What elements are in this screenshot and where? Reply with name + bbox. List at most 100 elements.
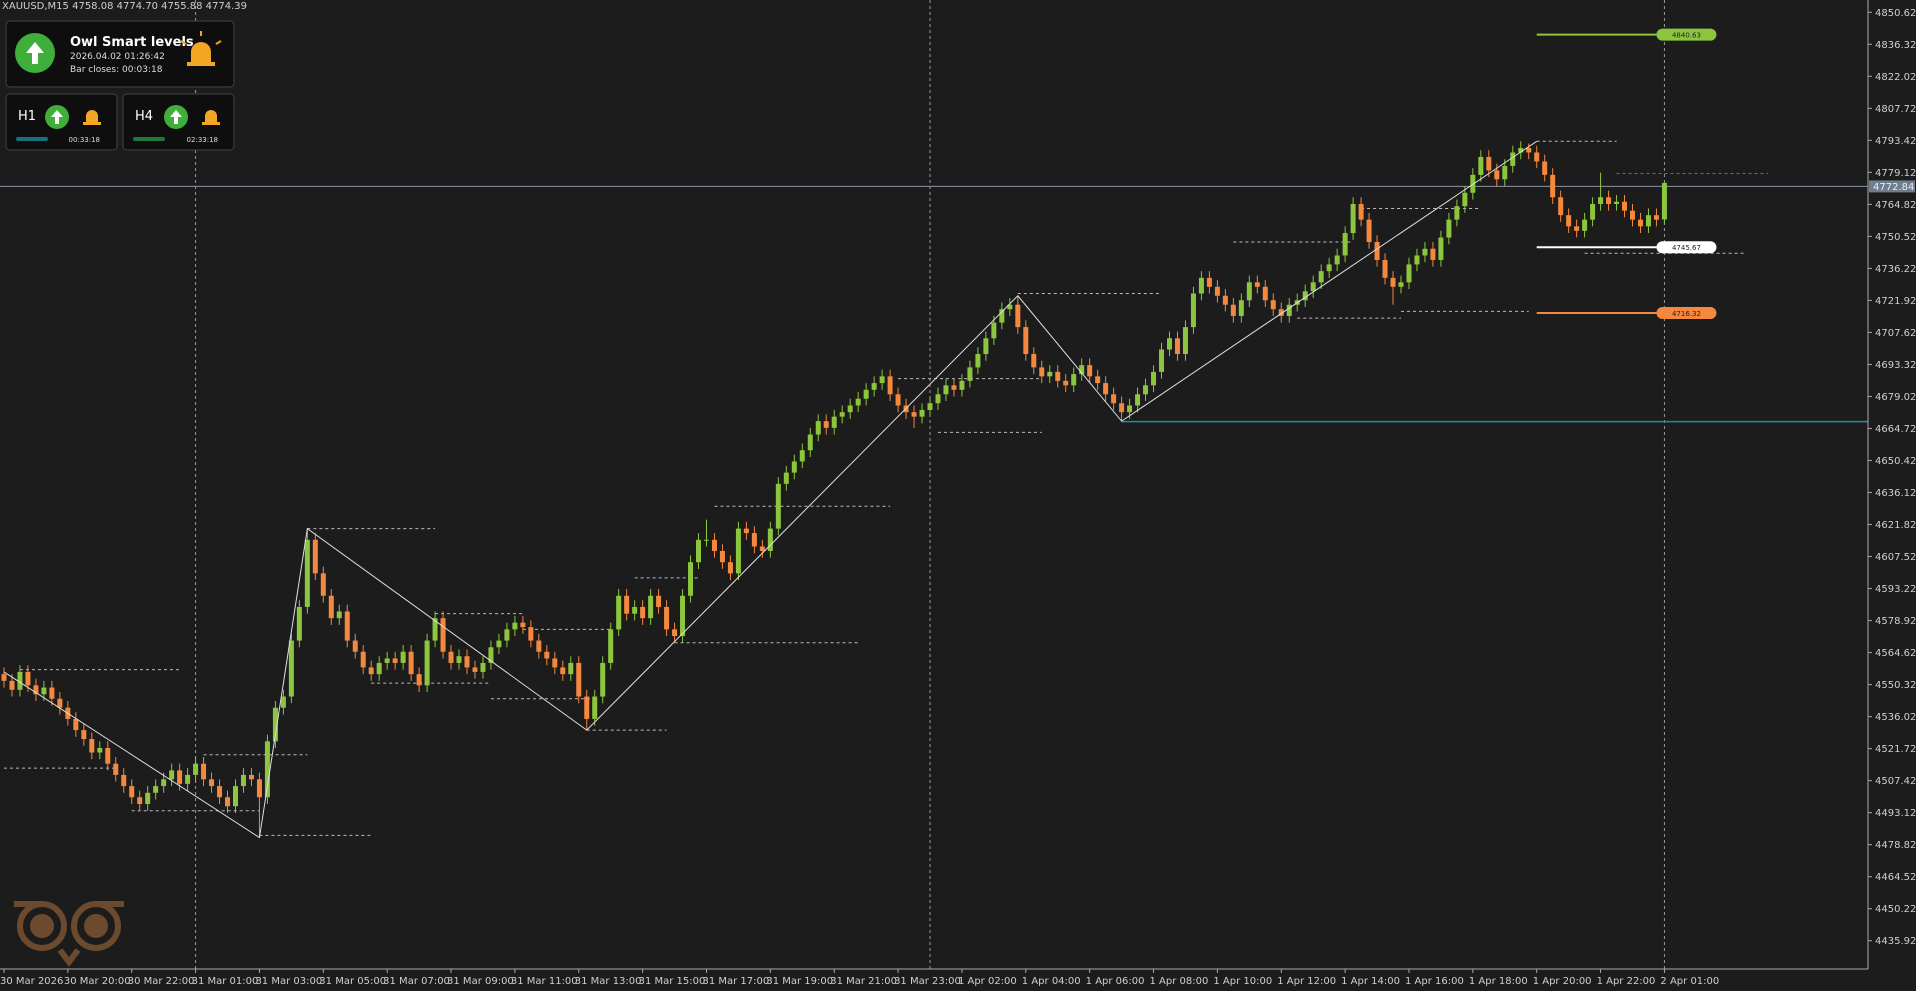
candle-body — [137, 797, 143, 804]
candle-body — [759, 546, 765, 551]
candle-body — [1071, 374, 1077, 386]
alarm-icon — [83, 110, 101, 125]
candle-body — [879, 376, 885, 384]
candle-body — [360, 651, 366, 668]
tf-label: H1 — [18, 109, 36, 124]
candle-body — [895, 394, 901, 406]
candle-body — [49, 687, 55, 699]
candle-body — [352, 640, 358, 652]
candle-body — [1302, 291, 1308, 301]
candle-body — [1190, 293, 1196, 328]
candle-body — [17, 671, 23, 690]
x-tick-label: 1 Apr 20:00 — [1533, 976, 1592, 987]
candle-body — [528, 627, 534, 641]
level-pill — [1656, 306, 1717, 319]
tf-panel-h1: H1 00:33:18 — [5, 93, 118, 151]
candle-body — [1103, 383, 1109, 395]
candle-body — [1198, 277, 1204, 294]
candle-body — [1278, 309, 1284, 316]
candle-body — [743, 528, 749, 534]
candle-body — [1622, 201, 1628, 211]
candle-body — [1582, 219, 1588, 231]
candle-body — [1214, 286, 1220, 296]
candle-body — [1558, 197, 1564, 216]
candle-body — [1023, 327, 1029, 354]
y-tick-label: 4793.42 — [1875, 136, 1916, 147]
y-tick-label: 4507.42 — [1875, 776, 1916, 787]
y-tick-label: 4693.32 — [1875, 360, 1916, 371]
candle-body — [448, 651, 454, 663]
candle-body — [839, 412, 845, 417]
candle-body — [799, 450, 805, 462]
candle-body — [113, 763, 119, 775]
candle-body — [1159, 349, 1165, 372]
candle-body — [1342, 233, 1348, 256]
x-tick-label: 31 Mar 01:00 — [192, 976, 259, 987]
candle-body — [1326, 264, 1332, 272]
candle-body — [624, 595, 630, 614]
x-tick-label: 31 Mar 07:00 — [383, 976, 450, 987]
candle-body — [648, 595, 654, 619]
candle-body — [9, 680, 15, 690]
candle-body — [1007, 304, 1013, 310]
x-tick-label: 1 Apr 18:00 — [1469, 976, 1528, 987]
candle-body — [1446, 219, 1452, 238]
x-tick-label: 1 Apr 04:00 — [1022, 976, 1081, 987]
candle-body — [89, 739, 95, 753]
candle-body — [1286, 304, 1292, 316]
candle-body — [1598, 197, 1604, 204]
x-tick-label: 31 Mar 23:00 — [894, 976, 961, 987]
candle-body — [1, 674, 7, 681]
candle-body — [600, 662, 606, 697]
candle-body — [41, 687, 47, 695]
candle-body — [1254, 282, 1260, 287]
candle-body — [328, 595, 334, 619]
candle-body — [1135, 394, 1141, 406]
candle-body — [552, 658, 558, 668]
candle-body — [1031, 353, 1037, 368]
candle-body — [400, 651, 406, 663]
up-arrow — [26, 42, 44, 64]
candle-body — [304, 539, 310, 607]
candle-body — [1382, 259, 1388, 278]
candle-body — [1406, 264, 1412, 283]
y-tick-label: 4464.52 — [1875, 872, 1916, 883]
y-tick-label: 4536.02 — [1875, 712, 1916, 723]
candle-body — [161, 779, 167, 787]
x-tick-label: 1 Apr 22:00 — [1597, 976, 1656, 987]
x-tick-label: 31 Mar 03:00 — [255, 976, 322, 987]
x-tick-label: 31 Mar 21:00 — [830, 976, 897, 987]
x-tick-label: 1 Apr 06:00 — [1086, 976, 1145, 987]
candle-body — [57, 698, 63, 708]
y-tick-label: 4664.72 — [1875, 424, 1916, 435]
y-tick-label: 4822.02 — [1875, 72, 1916, 83]
candle-body — [823, 421, 829, 428]
candle-body — [1478, 156, 1484, 175]
candle-body — [943, 385, 949, 395]
y-tick-label: 4607.52 — [1875, 552, 1916, 563]
x-tick-label: 31 Mar 19:00 — [766, 976, 833, 987]
candle-body — [568, 662, 574, 675]
candle-body — [927, 403, 933, 410]
candle-body — [288, 640, 294, 697]
candle-body — [1550, 174, 1556, 198]
candle-body — [264, 741, 270, 798]
candle-body — [584, 696, 590, 719]
candle-body — [472, 667, 478, 672]
candle-body — [432, 618, 438, 641]
up-arrow — [170, 110, 182, 124]
candle-body — [1055, 371, 1061, 381]
level-pill — [1656, 28, 1717, 41]
y-tick-label: 4521.72 — [1875, 744, 1916, 755]
candle-body — [408, 651, 414, 675]
candle-body — [1534, 152, 1540, 162]
level-pill — [1656, 241, 1717, 254]
x-tick-label: 30 Mar 2026 — [0, 976, 63, 987]
candle-body — [240, 774, 246, 787]
candle-body — [1358, 203, 1364, 220]
candle-body — [616, 595, 622, 630]
candle-body — [672, 629, 678, 637]
candle-body — [296, 606, 302, 641]
candle-body — [608, 629, 614, 663]
y-tick-label: 4564.62 — [1875, 648, 1916, 659]
